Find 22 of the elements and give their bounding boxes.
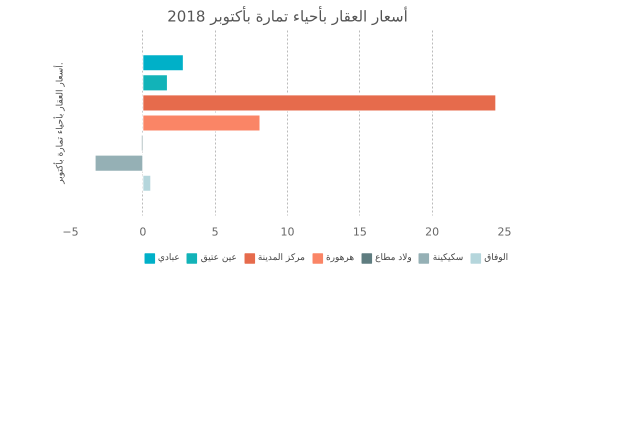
x-tick-label: −5 xyxy=(62,226,79,238)
legend-label: عبادي xyxy=(158,253,180,263)
legend-label: هرهورة xyxy=(326,253,354,263)
x-tick-label: 25 xyxy=(498,226,512,238)
legend-label: الوفاق xyxy=(484,253,508,263)
y-axis-title: أسعار العقار بأحياء تمارة بأكتوبر. xyxy=(52,62,66,185)
bar xyxy=(94,154,144,172)
x-tick-label: 5 xyxy=(212,226,219,238)
bar xyxy=(142,54,184,72)
bar xyxy=(142,114,261,132)
bar xyxy=(142,174,152,192)
bar xyxy=(142,94,496,112)
x-tick-label: 15 xyxy=(352,226,367,238)
legend-label: عين عتيق xyxy=(200,253,237,263)
legend-label: ولاد مطاع xyxy=(375,253,412,263)
legend-label: مركز المدينة xyxy=(258,253,305,263)
chart-title: أسعار العقار بأحياء تمارة بأكتوبر 2018 xyxy=(167,6,408,26)
legend-label: سكيكينة xyxy=(432,253,464,263)
x-tick-label: 20 xyxy=(425,226,440,238)
bar xyxy=(142,74,168,92)
x-tick-label: 0 xyxy=(139,226,146,238)
x-tick-label: 10 xyxy=(280,226,294,238)
